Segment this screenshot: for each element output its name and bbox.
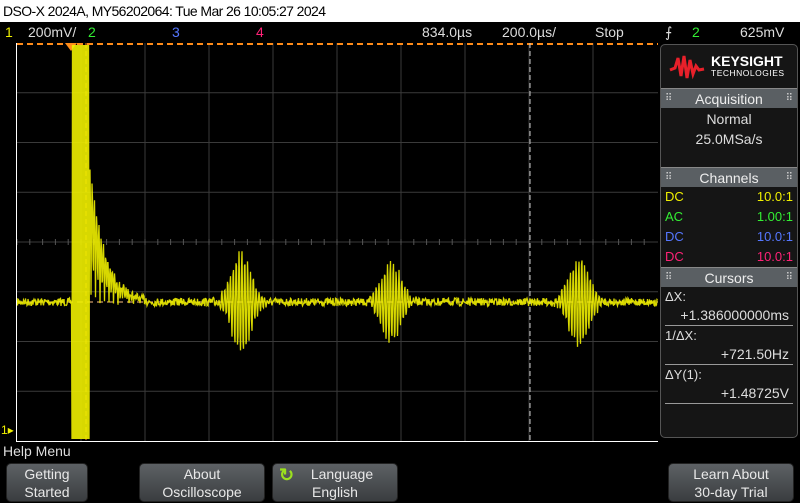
sample-rate: 25.0MSa/s: [695, 131, 763, 147]
ground-marker-label: 1: [1, 423, 8, 437]
button-line1: About: [183, 466, 221, 482]
brand-sub: TECHNOLOGIES: [711, 67, 785, 78]
learn-about-trial-button[interactable]: Learn About 30-day Trial: [668, 463, 794, 502]
language-button[interactable]: ↻ Language English: [272, 463, 398, 502]
ch3-indicator[interactable]: 3: [172, 24, 180, 40]
ch1-indicator[interactable]: 1: [5, 24, 13, 40]
inverse-delta-x-label: 1/ΔX:: [665, 328, 697, 343]
probe-ratio: 1.00:1: [756, 209, 793, 224]
getting-started-button[interactable]: Getting Started: [6, 463, 88, 502]
button-line1: Language: [310, 466, 374, 482]
ground-marker[interactable]: 1▸: [1, 423, 14, 437]
coupling: AC: [665, 209, 684, 224]
acquisition-mode: Normal: [706, 111, 752, 127]
delta-y-label: ΔY(1):: [665, 367, 702, 382]
rising-edge-icon: ⨍: [665, 24, 673, 40]
trigger-level[interactable]: 625mV: [740, 24, 785, 40]
button-line1: Getting: [24, 466, 70, 482]
channel-row-4: DC 10.0:1: [661, 247, 797, 267]
channels-header[interactable]: Channels: [661, 167, 797, 188]
trigger-source[interactable]: 2: [692, 24, 700, 40]
button-line1: Learn About: [693, 466, 769, 482]
ch1-scale[interactable]: 200mV/: [28, 24, 77, 40]
cursors-header[interactable]: Cursors: [661, 267, 797, 288]
status-bar: 1 200mV/ 2 3 4 834.0µs 200.0µs/ Stop ⨍ 2…: [0, 22, 800, 42]
ch2-indicator[interactable]: 2: [88, 24, 96, 40]
about-oscilloscope-button[interactable]: About Oscilloscope: [139, 463, 265, 502]
channel-row-1: DC 10.0:1: [661, 187, 797, 207]
probe-ratio: 10.0:1: [756, 249, 793, 264]
delta-x-label: ΔX:: [665, 289, 686, 304]
brand-name: KEYSIGHT: [711, 52, 783, 69]
inverse-delta-x-value: +721.50Hz: [665, 345, 793, 365]
delta-y-value: +1.48725V: [665, 384, 793, 404]
coupling: DC: [665, 229, 684, 244]
timebase-scale[interactable]: 200.0µs/: [502, 24, 556, 40]
coupling: DC: [665, 189, 684, 204]
probe-ratio: 10.0:1: [756, 229, 793, 244]
run-state: Stop: [595, 24, 624, 40]
side-panel: KEYSIGHT TECHNOLOGIES Acquisition Normal…: [660, 44, 798, 438]
channel-1-trace: [16, 44, 658, 440]
button-line2: Oscilloscope: [162, 484, 242, 500]
channel-row-2: AC 1.00:1: [661, 207, 797, 227]
acquisition-header[interactable]: Acquisition: [661, 88, 797, 109]
keysight-wave-icon: [669, 55, 705, 79]
graticule: [16, 43, 658, 441]
waveform-display[interactable]: [16, 43, 658, 442]
button-line2: English: [312, 484, 358, 500]
probe-ratio: 10.0:1: [756, 189, 793, 204]
ch4-indicator[interactable]: 4: [256, 24, 264, 40]
keysight-logo: KEYSIGHT TECHNOLOGIES: [661, 45, 797, 88]
horizontal-delay[interactable]: 834.0µs: [422, 24, 473, 40]
rotate-icon: ↻: [279, 465, 295, 485]
window-title: DSO-X 2024A, MY56202064: Tue Mar 26 10:0…: [0, 0, 800, 22]
button-line2: 30-day Trial: [694, 484, 768, 500]
delta-x-value: +1.386000000ms: [665, 306, 793, 326]
coupling: DC: [665, 249, 684, 264]
help-menu-label: Help Menu: [3, 443, 71, 459]
channel-row-3: DC 10.0:1: [661, 227, 797, 247]
button-line2: Started: [24, 484, 70, 500]
